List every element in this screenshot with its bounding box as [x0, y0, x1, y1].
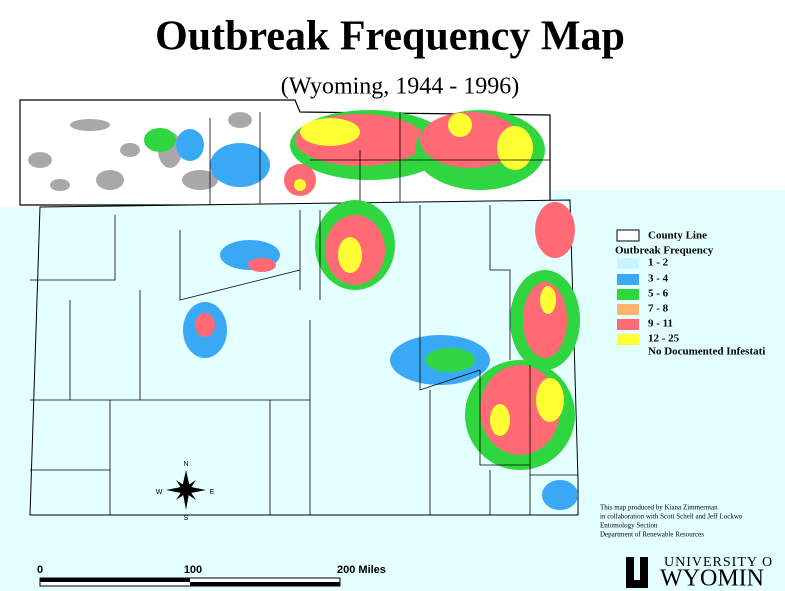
- county-line-swatch: [616, 229, 640, 242]
- legend-swatch: [617, 334, 639, 345]
- compass-label: S: [184, 515, 189, 522]
- legend-label: 7 - 8: [648, 303, 669, 315]
- legend-heading: Outbreak Frequency: [615, 245, 714, 257]
- legend: County Line Outbreak Frequency 1 - 2 3 - …: [615, 229, 765, 358]
- legend-label: County Line: [648, 230, 707, 242]
- credit-line: Department of Renewable Resources: [600, 531, 704, 539]
- logo-text: WYOMIN: [660, 566, 764, 591]
- compass-label: W: [156, 489, 163, 496]
- legend-swatch: [617, 289, 639, 300]
- wyoming-outline: [29, 199, 579, 516]
- legend-label: 3 - 4: [648, 273, 669, 285]
- montana-outbreaks: [144, 110, 545, 196]
- montana-county-lines: [209, 112, 550, 205]
- credit-line: This map produced by Kiana Zimmerman: [600, 504, 718, 512]
- legend-label: No Documented Infestati: [648, 346, 765, 358]
- compass-label: N: [183, 461, 188, 468]
- compass: N S E W: [156, 461, 215, 522]
- logo: UNIVERSITY O WYOMIN: [626, 555, 773, 591]
- legend-swatch: [617, 258, 639, 269]
- legend-swatch: [617, 319, 639, 330]
- subtitle: (Wyoming, 1944 - 1996): [281, 74, 520, 100]
- title: Outbreak Frequency Map: [155, 14, 625, 60]
- scale-bar: 0 100 200 Miles: [37, 564, 386, 587]
- legend-label: 5 - 6: [648, 288, 669, 300]
- county-lines: [30, 205, 578, 515]
- credit-line: in collaboration with Scott Schell and J…: [600, 513, 743, 521]
- credits: This map produced by Kiana Zimmerman in …: [600, 504, 743, 539]
- legend-label: 12 - 25: [648, 333, 680, 345]
- scale-label: 200 Miles: [337, 564, 386, 576]
- scale-label: 100: [184, 564, 202, 576]
- compass-label: E: [210, 489, 215, 496]
- wyoming-outbreaks: [183, 200, 580, 510]
- legend-swatch: [617, 274, 639, 285]
- legend-swatch: [617, 347, 639, 358]
- legend-swatch: [617, 304, 639, 315]
- legend-label: 9 - 11: [648, 318, 673, 330]
- legend-label: 1 - 2: [648, 257, 669, 269]
- scale-label: 0: [37, 564, 43, 576]
- credit-line: Entomology Section: [600, 522, 658, 530]
- logo-text: UNIVERSITY O: [664, 555, 773, 570]
